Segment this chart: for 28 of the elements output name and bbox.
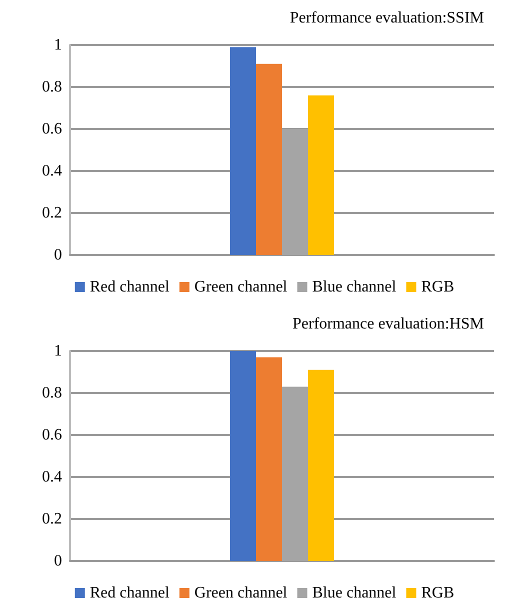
legend-label: Blue channel	[312, 278, 397, 296]
legend-label: Green channel	[194, 278, 288, 296]
legend-label: Red channel	[90, 278, 170, 296]
y-tick-label: 0.6	[42, 120, 62, 138]
legend-label: Blue channel	[312, 584, 397, 602]
legend-label: RGB	[421, 278, 454, 296]
bar	[230, 47, 256, 255]
legend-label: Red channel	[90, 584, 170, 602]
legend-label: RGB	[421, 584, 454, 602]
bar	[308, 370, 334, 561]
y-tick-label: 0.4	[42, 162, 62, 180]
y-tick-label: 0.4	[42, 468, 62, 486]
y-tick-label: 0	[54, 552, 62, 570]
bar	[308, 95, 334, 255]
y-tick-label: 0.6	[42, 426, 62, 444]
y-tick-label: 0.8	[42, 384, 62, 402]
chart-title: Performance evaluation:SSIM	[290, 10, 484, 26]
bar	[230, 351, 256, 561]
bar	[256, 357, 282, 561]
legend-label: Green channel	[194, 584, 288, 602]
y-tick-label: 0.2	[42, 510, 62, 528]
chart-title: Performance evaluation:HSM	[292, 316, 484, 332]
y-tick-label: 0	[54, 246, 62, 264]
y-tick-label: 1	[54, 342, 62, 360]
y-tick-label: 1	[54, 36, 62, 54]
y-tick-label: 0.2	[42, 204, 62, 222]
bar	[256, 64, 282, 255]
y-tick-label: 0.8	[42, 78, 62, 96]
